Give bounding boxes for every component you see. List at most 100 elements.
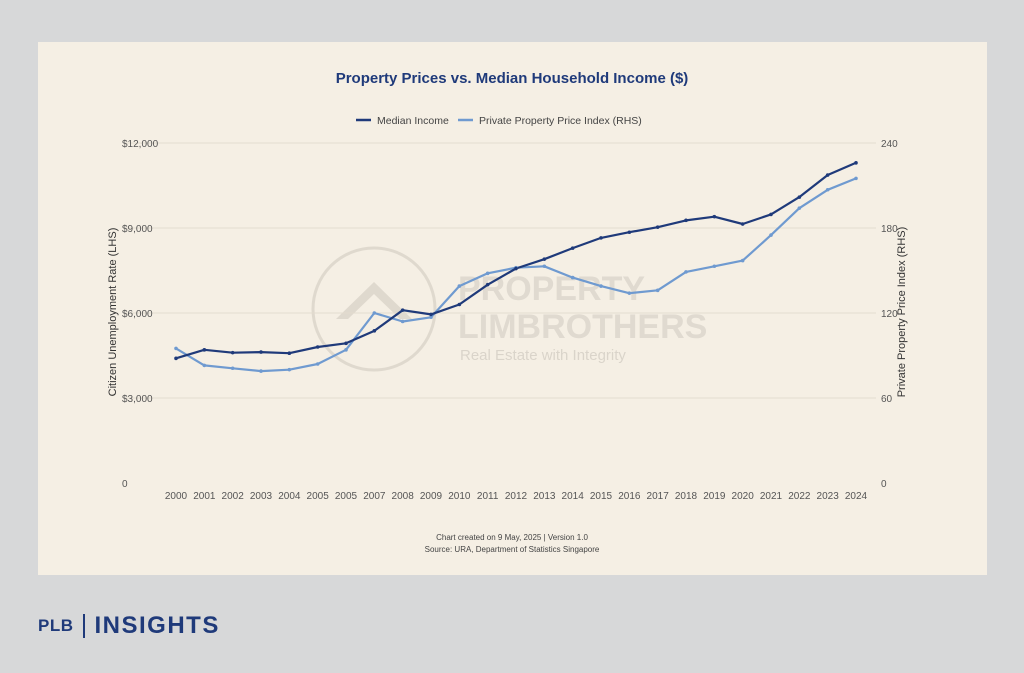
point-median-income	[570, 246, 575, 250]
point-median-income	[287, 351, 292, 356]
x-tick-label: 2005	[307, 491, 330, 502]
y-axis-left-label: Citizen Unemployment Rate (LHS)	[107, 228, 119, 397]
point-median-income	[627, 230, 632, 235]
legend-label-price-index: Private Property Price Index (RHS)	[479, 115, 642, 127]
point-median-income	[457, 302, 462, 307]
chart-svg: PROPERTY LIMBROTHERS Real Estate with In…	[107, 70, 908, 554]
x-tick-label: 2011	[477, 491, 499, 502]
point-median-income	[485, 282, 490, 287]
point-median-income	[202, 348, 207, 352]
x-tick-label: 2013	[533, 491, 556, 502]
x-tick-label: 2001	[193, 491, 216, 502]
point-price-index	[854, 176, 858, 181]
x-tick-label: 2015	[590, 491, 613, 502]
y-tick-left-label: 0	[122, 479, 128, 490]
point-price-index	[712, 264, 717, 269]
watermark-logo-roof	[336, 282, 412, 319]
x-tick-label: 2020	[732, 491, 755, 502]
y-tick-right-label: 60	[881, 394, 893, 405]
brand-insights: INSIGHTS	[94, 612, 220, 639]
point-median-income	[655, 225, 660, 229]
x-tick-label: 2022	[788, 491, 811, 502]
x-tick-label: 2004	[278, 491, 301, 502]
point-price-index	[684, 270, 688, 274]
watermark-line1: PROPERTY	[458, 270, 645, 308]
point-price-index	[570, 275, 575, 280]
footer-created: Chart created on 9 May, 2025 | Version 1…	[436, 533, 588, 542]
brand-plb: PLB	[38, 616, 74, 635]
watermark-line3: Real Estate with Integrity	[460, 347, 626, 364]
point-median-income	[315, 345, 320, 349]
point-price-index	[457, 284, 462, 288]
y-tick-left-label: $12,000	[122, 139, 159, 150]
point-median-income	[372, 329, 377, 333]
x-tick-label: 2007	[363, 491, 386, 502]
point-price-index	[542, 264, 547, 269]
point-price-index	[485, 271, 490, 276]
x-tick-label: 2008	[392, 491, 415, 502]
point-price-index	[230, 366, 235, 371]
point-median-income	[400, 308, 405, 312]
point-price-index	[740, 258, 745, 263]
y-axis-right-label: Private Property Price Index (RHS)	[896, 227, 908, 398]
point-median-income	[740, 222, 745, 226]
y-tick-right-label: 120	[881, 309, 898, 320]
x-tick-label: 2009	[420, 491, 443, 502]
point-median-income	[684, 218, 688, 223]
x-tick-label: 2024	[845, 491, 868, 502]
chart-title: Property Prices vs. Median Household Inc…	[336, 70, 689, 87]
x-tick-label: 2000	[165, 491, 188, 502]
y-tick-left-label: $9,000	[122, 224, 153, 235]
watermark: PROPERTY LIMBROTHERS Real Estate with In…	[311, 246, 707, 372]
point-median-income	[769, 212, 773, 217]
x-tick-label: 2010	[448, 491, 471, 502]
point-price-index	[627, 291, 632, 295]
chart-panel: PROPERTY LIMBROTHERS Real Estate with In…	[38, 42, 987, 575]
point-median-income	[599, 236, 603, 240]
y-tick-right-label: 240	[881, 139, 898, 150]
watermark-logo-circle	[311, 246, 437, 372]
point-price-index	[202, 363, 207, 368]
point-price-index	[797, 206, 802, 210]
x-axis-ticks: 2000 2001 2002 2003 2004 2005 2005 2007 2008 2009…	[165, 491, 868, 502]
legend: Median Income Private Property Price Ind…	[356, 115, 642, 127]
y-tick-left-label: $3,000	[122, 394, 153, 405]
y-axis-left-ticks: 0 $3,000 $6,000 $9,000 $12,000	[122, 139, 159, 490]
watermark-line2: LIMBROTHERS	[458, 308, 707, 346]
y-axis-right-ticks: 0 60 120 180 240	[881, 139, 898, 490]
point-price-index	[372, 311, 377, 315]
point-price-index	[259, 369, 263, 373]
brand-logo: PLB INSIGHTS	[38, 612, 220, 640]
x-tick-label: 2005	[335, 491, 358, 502]
point-price-index	[344, 348, 348, 352]
point-median-income	[542, 257, 547, 261]
point-median-income	[797, 195, 802, 199]
x-tick-label: 2002	[222, 491, 245, 502]
point-price-index	[315, 362, 320, 366]
x-tick-label: 2019	[703, 491, 726, 502]
point-median-income	[344, 341, 348, 346]
x-tick-label: 2003	[250, 491, 273, 502]
point-median-income	[259, 350, 263, 354]
x-tick-label: 2016	[618, 491, 641, 502]
footer-source: Source: URA, Department of Statistics Si…	[425, 545, 600, 554]
x-tick-label: 2021	[760, 491, 783, 502]
point-median-income	[854, 161, 858, 165]
x-tick-label: 2018	[675, 491, 698, 502]
legend-label-median-income: Median Income	[377, 115, 449, 127]
point-price-index	[599, 284, 603, 288]
point-price-index	[825, 187, 830, 192]
y-tick-right-label: 0	[881, 479, 887, 490]
point-median-income	[174, 356, 178, 361]
point-median-income	[825, 173, 830, 177]
point-price-index	[400, 319, 405, 324]
gridlines	[126, 142, 876, 399]
series-points	[174, 161, 858, 373]
x-tick-label: 2014	[562, 491, 585, 502]
point-price-index	[287, 367, 292, 372]
y-tick-right-label: 180	[881, 224, 898, 235]
point-price-index	[655, 288, 660, 293]
point-price-index	[174, 346, 178, 351]
point-median-income	[514, 266, 518, 271]
brand-divider	[82, 614, 85, 638]
